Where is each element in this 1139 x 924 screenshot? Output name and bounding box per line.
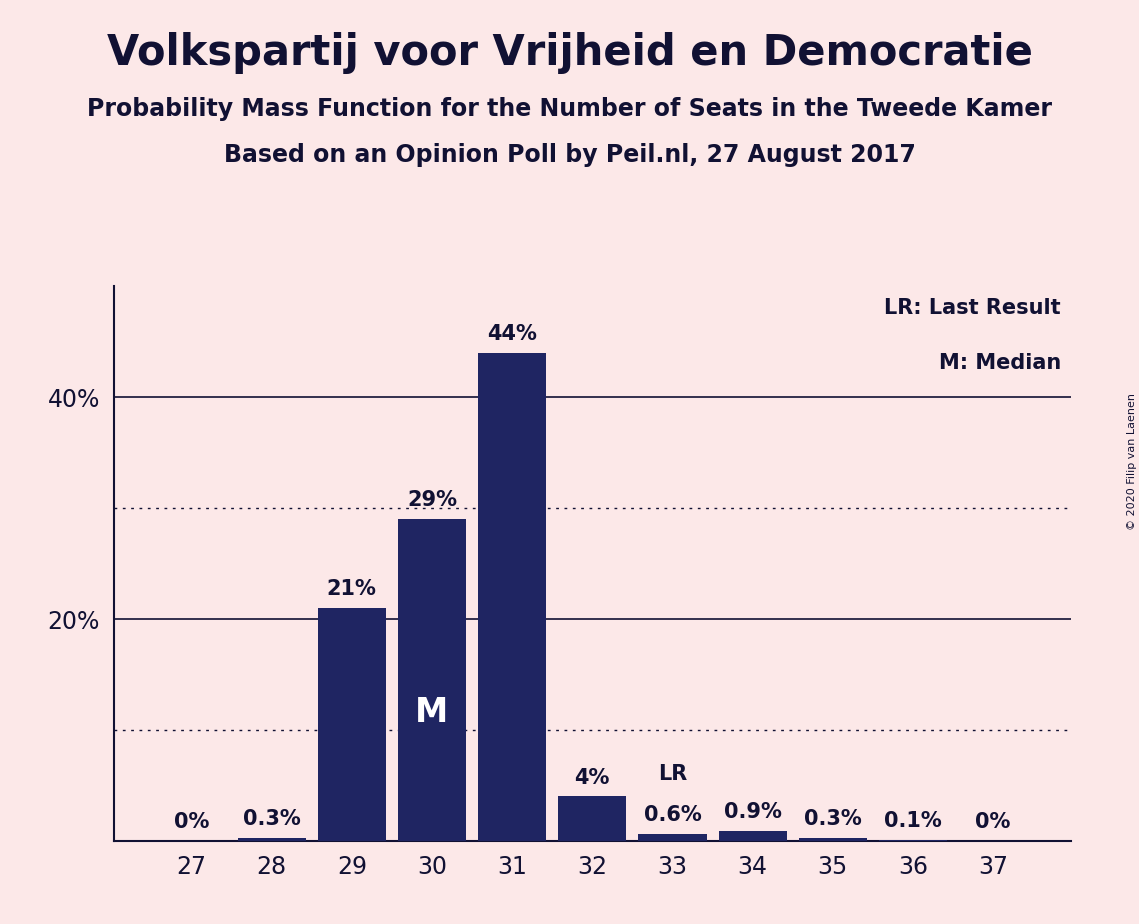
Text: Volkspartij voor Vrijheid en Democratie: Volkspartij voor Vrijheid en Democratie	[107, 32, 1032, 74]
Text: 0.9%: 0.9%	[723, 802, 781, 822]
Text: Probability Mass Function for the Number of Seats in the Tweede Kamer: Probability Mass Function for the Number…	[87, 97, 1052, 121]
Text: 44%: 44%	[487, 324, 538, 344]
Text: 29%: 29%	[407, 491, 457, 510]
Text: © 2020 Filip van Laenen: © 2020 Filip van Laenen	[1126, 394, 1137, 530]
Bar	[478, 353, 547, 841]
Bar	[318, 608, 386, 841]
Bar	[398, 519, 466, 841]
Text: 4%: 4%	[574, 768, 611, 787]
Text: 0.6%: 0.6%	[644, 806, 702, 825]
Bar	[719, 831, 787, 841]
Bar	[879, 840, 947, 841]
Text: Based on an Opinion Poll by Peil.nl, 27 August 2017: Based on an Opinion Poll by Peil.nl, 27 …	[223, 143, 916, 167]
Text: 0.3%: 0.3%	[804, 808, 861, 829]
Bar	[798, 837, 867, 841]
Text: 0.3%: 0.3%	[243, 808, 301, 829]
Bar	[638, 834, 706, 841]
Text: M: M	[416, 696, 449, 729]
Bar	[558, 796, 626, 841]
Bar	[238, 837, 305, 841]
Text: 0%: 0%	[174, 812, 210, 832]
Text: LR: LR	[658, 764, 687, 784]
Text: 0.1%: 0.1%	[884, 811, 942, 831]
Text: M: Median: M: Median	[939, 353, 1062, 373]
Text: LR: Last Result: LR: Last Result	[885, 298, 1062, 318]
Text: 0%: 0%	[975, 812, 1010, 832]
Text: 21%: 21%	[327, 579, 377, 599]
